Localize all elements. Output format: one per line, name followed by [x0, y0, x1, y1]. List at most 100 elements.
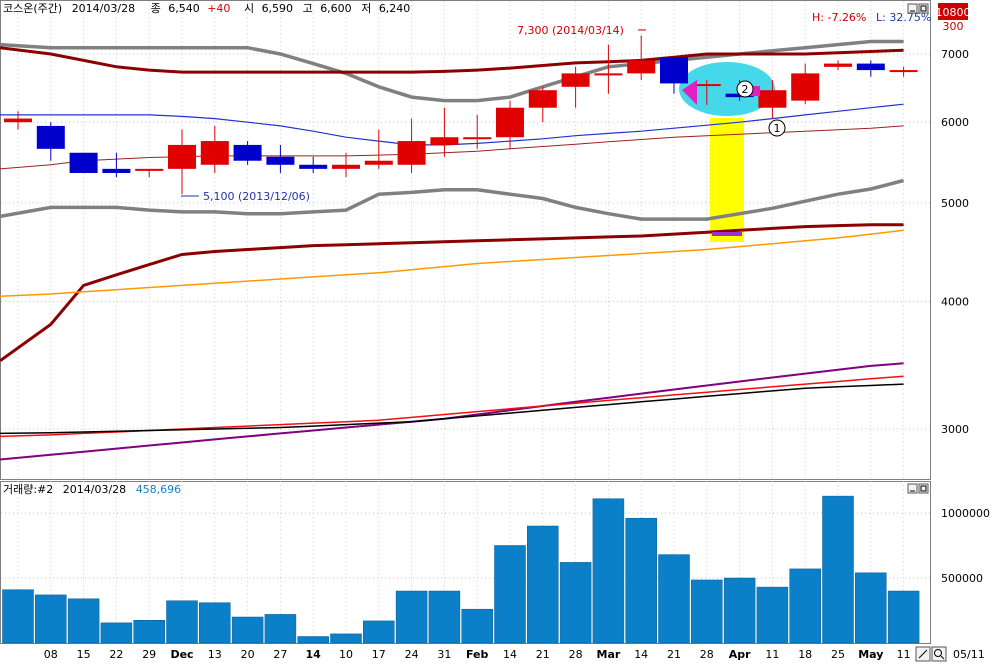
badge-top-box — [938, 3, 968, 20]
pencil-icon — [918, 649, 928, 659]
x-tick-label: 14 — [634, 648, 648, 661]
volume-bar — [723, 577, 756, 644]
x-tick-label: 22 — [109, 648, 123, 661]
candle-body — [528, 90, 557, 108]
candle-body — [200, 141, 229, 165]
svg-text:거래량:#2 2014/03/28: 거래량:#2 2014/03/28 458,696 — [3, 483, 181, 496]
x-tick-label: 15 — [77, 648, 91, 661]
candle-body — [364, 160, 393, 165]
volume-panel-buttons[interactable] — [907, 483, 929, 494]
x-tick-label: 21 — [667, 648, 681, 661]
x-tick-label: 20 — [241, 648, 255, 661]
volume-bar — [133, 620, 165, 644]
candle-body — [36, 125, 65, 149]
volume-bar — [822, 495, 854, 644]
x-tick-label: 24 — [405, 648, 419, 661]
badge-bottom: 300 — [943, 20, 964, 33]
volume-bar — [855, 572, 887, 644]
marker-1-circle — [768, 119, 786, 137]
header-date: 2014/03/28 — [72, 2, 135, 15]
volume-value: 458,696 — [136, 483, 182, 496]
x-tick-label: 14 — [503, 648, 517, 661]
volume-bar — [691, 579, 723, 644]
candle-body — [4, 118, 32, 123]
price-tick-label: 7000 — [941, 48, 969, 61]
x-tick-label: 18 — [798, 648, 812, 661]
price-tick-label: 3000 — [941, 423, 969, 436]
indicator-line — [0, 178, 905, 221]
x-tick-label: Dec — [170, 648, 193, 661]
open-value: 6,590 — [262, 2, 294, 15]
candle-body — [332, 164, 360, 169]
x-tick-label: 31 — [437, 648, 451, 661]
yellow-highlight-bar — [710, 118, 744, 242]
candle-body — [561, 73, 590, 87]
volume-bar — [887, 590, 920, 644]
price-tick-label: 6000 — [941, 116, 969, 129]
open-label: 시 — [244, 2, 254, 15]
price-panel-buttons[interactable] — [907, 3, 929, 14]
magnifier-icon — [934, 649, 942, 657]
volume-bar — [756, 586, 789, 644]
price-panel-frame — [0, 0, 931, 480]
volume-bar — [2, 589, 34, 644]
badge-top: 10800 — [936, 6, 971, 19]
low-value: 6,240 — [379, 2, 411, 15]
close-label: 종 — [151, 2, 161, 15]
high-annotation: 7,300 (2014/03/14) — [517, 24, 624, 37]
volume-minimize-button[interactable] — [907, 483, 918, 494]
volume-maximize-button[interactable] — [918, 483, 929, 494]
volume-bar — [461, 608, 493, 644]
candle-body — [660, 57, 688, 84]
low-annotation: 5,100 (2013/12/06) — [203, 190, 310, 203]
x-tick-label: 25 — [831, 648, 845, 661]
volume-bar — [67, 598, 100, 644]
price-tick-label: 5000 — [941, 197, 969, 210]
close-value: 6,540 — [168, 2, 200, 15]
x-tick-label: 28 — [700, 648, 714, 661]
price-tick-label: 4000 — [941, 296, 969, 309]
x-tick-label: May — [858, 648, 883, 661]
marker-2-label: 2 — [742, 83, 749, 96]
x-tick-label: Apr — [729, 648, 751, 661]
volume-bar — [166, 600, 198, 644]
candle-body — [168, 144, 196, 169]
volume-bar — [559, 562, 592, 644]
x-axis-end-label: 05/11 — [953, 648, 985, 661]
symbol-label: 코스온(주간) — [3, 2, 62, 15]
candle-body — [69, 152, 98, 173]
volume-title: 거래량:#2 — [3, 483, 53, 496]
candle-body — [594, 73, 623, 76]
highlight-annotations — [679, 62, 775, 242]
x-tick-label: 28 — [569, 648, 583, 661]
volume-bar — [428, 590, 461, 644]
magenta-rect — [748, 86, 760, 96]
candle-body — [463, 137, 492, 140]
low-label: 저 — [361, 2, 371, 15]
candle-body — [233, 144, 262, 161]
volume-bar — [395, 590, 428, 644]
price-minimize-button[interactable] — [907, 3, 918, 14]
volume-bar — [199, 602, 231, 644]
price-maximize-button[interactable] — [918, 3, 929, 14]
candle-body — [397, 141, 426, 165]
bottom-tools[interactable]: 05/11 — [915, 646, 985, 662]
candle-body — [692, 84, 721, 87]
indicator-line — [0, 223, 904, 363]
hl-percent-l: L: 32.75% — [876, 11, 931, 24]
x-tick-label: 11 — [897, 648, 911, 661]
x-tick-label: 10 — [339, 648, 353, 661]
candle-body — [627, 60, 656, 74]
volume-bar — [330, 633, 362, 644]
volume-tick-label: 500000 — [941, 572, 983, 585]
x-tick-label: Feb — [466, 648, 489, 661]
volume-bar — [789, 568, 821, 644]
volume-bar — [264, 614, 297, 644]
x-tick-label: 29 — [142, 648, 156, 661]
volume-bar — [231, 616, 264, 644]
indicator-line — [0, 103, 904, 146]
purple-segment — [712, 232, 742, 236]
candle-body — [496, 107, 524, 138]
